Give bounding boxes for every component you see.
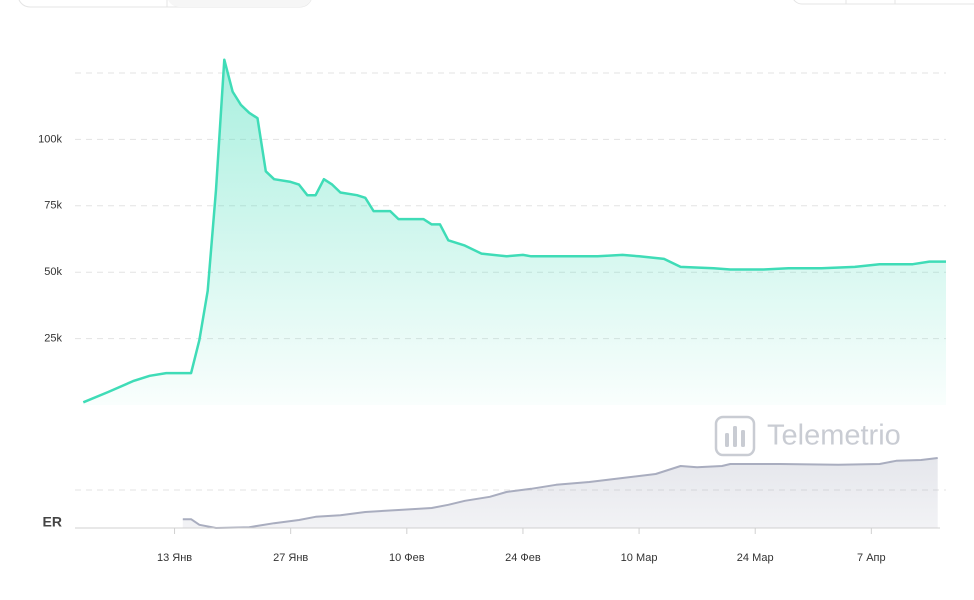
button-group[interactable] [792,0,974,5]
tab[interactable] [167,0,312,7]
x-tick-label: 27 Янв [273,552,308,564]
line [182,457,938,529]
area-fill [83,59,947,405]
watermark-text: Telemetrio [767,420,901,452]
x-tick-label: 7 Апр [857,552,886,564]
line [82,58,946,404]
area-fill [182,458,938,528]
x-tick-label: 24 Фев [505,552,541,564]
y-tick-label: 25k [44,333,62,345]
er-label: ER [43,514,62,530]
watermark: Telemetrio [714,415,901,457]
x-tick-label: 13 Янв [157,552,192,564]
y-tick-label: 50k [44,266,62,278]
y-tick-label: 75k [44,200,62,212]
x-tick-label: 10 Мар [621,552,658,564]
y-tick-label: 100k [38,133,62,145]
x-tick-label: 10 Фев [389,552,425,564]
x-tick-label: 24 Мар [737,552,774,564]
